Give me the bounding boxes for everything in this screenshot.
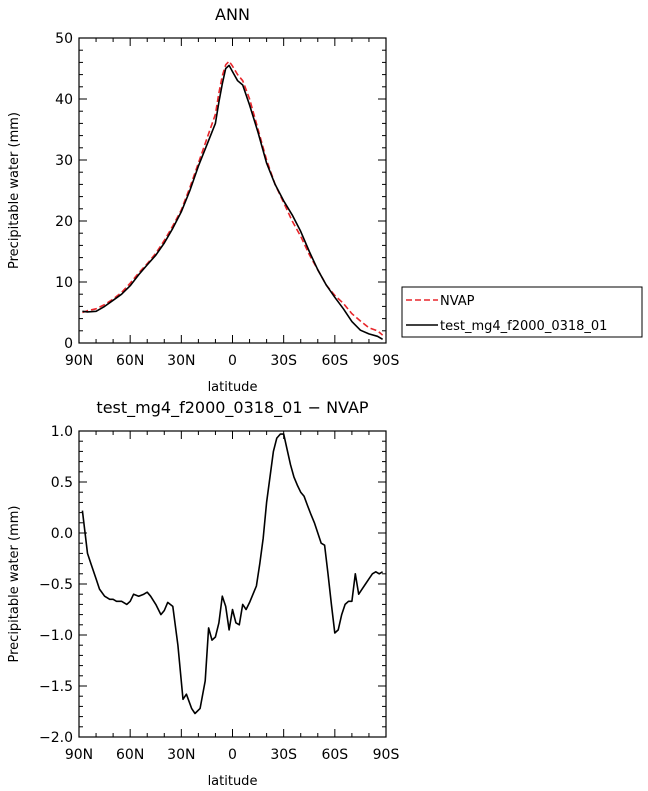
x-tick-label: 60N xyxy=(116,747,144,763)
x-tick-label: 30S xyxy=(270,353,297,369)
y-tick-label: 1.0 xyxy=(51,424,73,440)
series-line-1 xyxy=(82,60,384,336)
legend-box xyxy=(401,286,643,338)
y-tick-label: −0.5 xyxy=(39,577,73,593)
x-tick-label: 0 xyxy=(228,747,237,763)
y-tick-label: 0.0 xyxy=(51,526,73,542)
y-tick-label: 10 xyxy=(55,275,73,291)
legend: NVAP test_mg4_f2000_0318_01 xyxy=(401,286,643,338)
x-tick-label: 60S xyxy=(321,747,348,763)
y-axis-label: Precipitable water (mm) xyxy=(7,112,22,269)
chart-1: 90N 60N 30N 0 30S 60S 90S 0 10 20 30 40 50 ANN latitud… xyxy=(7,5,399,395)
y-tick-label: 30 xyxy=(55,153,73,169)
chart-title: test_mg4_f2000_0318_01 − NVAP xyxy=(96,398,368,418)
y-tick-label: −2.0 xyxy=(39,730,73,746)
x-tick-label: 90N xyxy=(65,353,93,369)
y-tick-label: −1.0 xyxy=(39,628,73,644)
series-line-2 xyxy=(82,64,384,340)
plot-frame xyxy=(78,430,387,738)
series-line-1 xyxy=(81,433,384,715)
x-axis-label: latitude xyxy=(208,380,258,395)
y-tick-label: 0 xyxy=(64,336,73,352)
chart-title: ANN xyxy=(215,5,250,24)
x-tick-label: 30N xyxy=(167,747,195,763)
x-axis-label: latitude xyxy=(208,774,258,789)
x-tick-label: 60N xyxy=(116,353,144,369)
x-tick-label: 60S xyxy=(321,353,348,369)
plot-frame xyxy=(78,37,387,344)
chart-2: 90N 60N 30N 0 30S 60S 90S −2.0 −1.5 −1.0 −0.5 0.0 0.… xyxy=(7,398,399,789)
y-tick-label: 50 xyxy=(55,31,73,47)
y-tick-label: −1.5 xyxy=(39,679,73,695)
legend-label: test_mg4_f2000_0318_01 xyxy=(440,319,607,334)
x-tick-label: 30S xyxy=(270,747,297,763)
y-axis-label: Precipitable water (mm) xyxy=(7,506,22,663)
x-tick-label: 90N xyxy=(65,747,93,763)
y-tick-label: 40 xyxy=(55,92,73,108)
x-tick-label: 90S xyxy=(373,353,400,369)
x-tick-label: 0 xyxy=(228,353,237,369)
y-tick-label: 20 xyxy=(55,214,73,230)
x-tick-label: 30N xyxy=(167,353,195,369)
legend-label: NVAP xyxy=(440,294,475,309)
x-tick-label: 90S xyxy=(373,747,400,763)
y-tick-label: 0.5 xyxy=(51,475,73,491)
